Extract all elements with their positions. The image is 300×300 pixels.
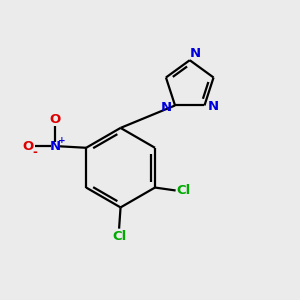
Text: N: N	[190, 47, 201, 60]
Text: O: O	[50, 113, 61, 126]
Text: N: N	[50, 140, 61, 153]
Text: N: N	[161, 101, 172, 114]
Text: N: N	[208, 100, 219, 113]
Text: -: -	[32, 146, 37, 159]
Text: O: O	[22, 140, 34, 153]
Text: +: +	[58, 136, 66, 145]
Text: Cl: Cl	[112, 230, 126, 243]
Text: Cl: Cl	[177, 184, 191, 197]
